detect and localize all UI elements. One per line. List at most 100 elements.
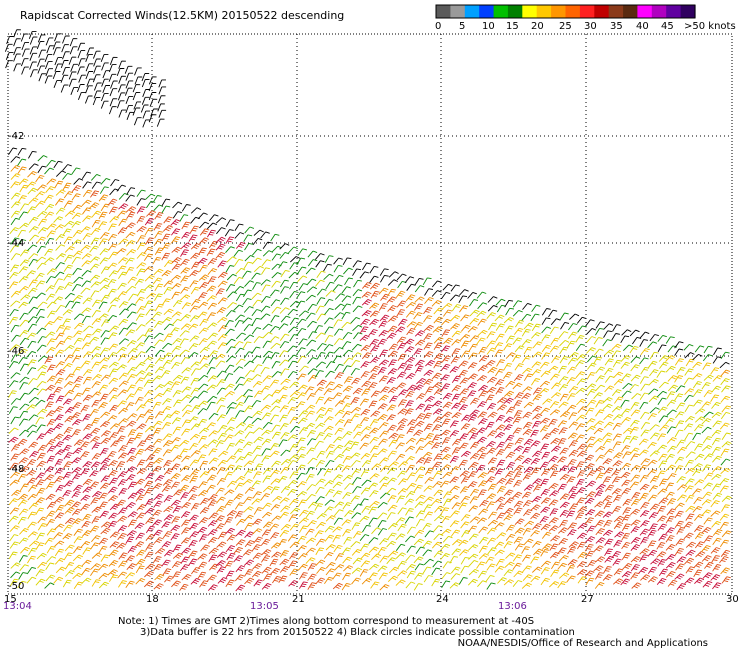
wind-barb <box>566 564 576 573</box>
wind-barb <box>100 430 111 437</box>
wind-barb <box>557 456 567 464</box>
wind-barb <box>278 439 288 447</box>
wind-barb <box>368 517 378 525</box>
wind-barb <box>28 396 40 404</box>
wind-barb <box>82 394 93 402</box>
wind-barb <box>146 210 156 217</box>
wind-barb <box>270 405 281 413</box>
wind-barb <box>161 485 172 493</box>
wind-barb <box>21 41 29 51</box>
wind-barb <box>575 371 586 379</box>
wind-barb <box>92 50 101 59</box>
scale-label-20: 20 <box>531 21 544 32</box>
wind-barb <box>405 301 416 309</box>
wind-barb <box>190 387 200 395</box>
wind-barb <box>252 518 263 526</box>
wind-barb <box>451 339 462 346</box>
wind-barb <box>117 210 127 218</box>
wind-barb <box>92 328 102 336</box>
wind-barb <box>289 416 299 425</box>
wind-barb <box>566 366 577 374</box>
wind-barb <box>270 542 281 549</box>
wind-barb <box>137 440 147 448</box>
wind-barb <box>118 301 129 308</box>
wind-barb <box>378 320 388 329</box>
wind-barb <box>585 550 595 559</box>
wind-barb <box>341 321 352 329</box>
wind-barb <box>721 432 731 440</box>
wind-barb <box>469 516 480 523</box>
wind-barb <box>612 414 623 421</box>
wind-barb <box>251 355 262 363</box>
wind-barb <box>449 556 459 564</box>
wind-barb <box>180 492 190 500</box>
wind-barb <box>611 350 621 358</box>
wind-barb <box>656 551 667 558</box>
wind-barb <box>9 309 19 317</box>
wind-barb <box>440 507 450 515</box>
wind-barb <box>585 577 595 586</box>
wind-barb <box>19 527 29 535</box>
wind-barb <box>521 546 530 554</box>
wind-barb <box>604 358 614 366</box>
wind-barb <box>19 363 29 372</box>
wind-barb <box>191 405 201 413</box>
wind-barb <box>206 401 216 410</box>
wind-barb <box>10 290 21 298</box>
wind-barb <box>432 560 442 568</box>
wind-barb <box>45 562 55 570</box>
wind-barb <box>35 272 45 280</box>
wind-barb <box>478 384 489 392</box>
wind-barb <box>46 393 56 402</box>
wind-barb <box>395 434 405 442</box>
wind-barb <box>62 309 73 316</box>
wind-barb <box>298 517 309 524</box>
wind-barb <box>334 463 344 471</box>
wind-barb <box>647 459 658 467</box>
wind-barb <box>163 460 172 468</box>
wind-barb <box>234 482 244 491</box>
wind-barb <box>9 578 19 587</box>
wind-barb <box>442 392 453 400</box>
wind-barb <box>315 496 325 504</box>
wind-barb <box>541 531 552 539</box>
wind-barb <box>280 466 290 474</box>
wind-barb <box>577 443 587 451</box>
wind-barb <box>388 271 399 278</box>
wind-barb <box>352 557 363 565</box>
wind-barb <box>233 448 244 456</box>
wind-barb <box>100 411 111 419</box>
wind-barb <box>595 327 604 336</box>
wind-barb <box>173 489 183 497</box>
wind-barb <box>584 463 595 470</box>
wind-barb <box>171 381 181 389</box>
wind-barb <box>315 396 325 405</box>
wind-barb <box>244 254 255 262</box>
wind-barb <box>71 467 82 474</box>
wind-barb <box>458 404 468 412</box>
wind-barb <box>91 552 102 559</box>
wind-barb <box>162 568 172 576</box>
wind-barb <box>333 338 344 346</box>
wind-barb <box>270 342 281 350</box>
wind-barb <box>242 341 252 349</box>
wind-barb <box>296 328 307 336</box>
wind-barb <box>648 485 659 493</box>
wind-barb <box>504 561 515 568</box>
wind-barb <box>344 277 353 286</box>
wind-barb <box>100 294 110 303</box>
wind-barb <box>405 581 416 589</box>
wind-barb <box>207 229 216 238</box>
wind-barb <box>9 541 19 549</box>
wind-barb <box>396 300 407 308</box>
wind-barb <box>379 314 390 322</box>
wind-barb <box>100 93 109 102</box>
wind-barb <box>262 350 273 358</box>
wind-barb <box>197 526 208 534</box>
wind-barb <box>647 441 657 449</box>
wind-barb <box>694 525 704 533</box>
wind-barb <box>630 474 641 482</box>
wind-barb <box>307 582 317 590</box>
wind-barb <box>622 382 633 390</box>
